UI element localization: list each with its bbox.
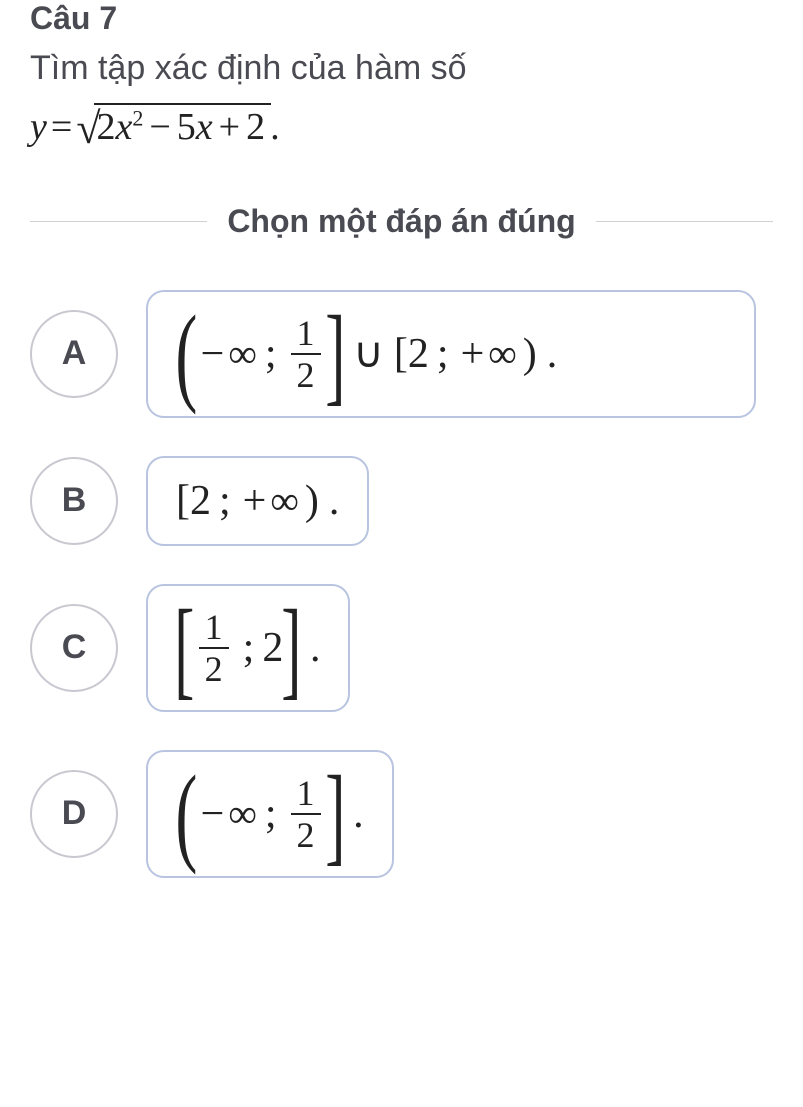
option-c-row: C [ 1 2 ; 2 ] . (30, 584, 773, 712)
period: . (310, 627, 321, 669)
period: . (353, 793, 364, 835)
option-a-row: A ( − ∞ ; 1 2 ] ∪ [ 2 ; + ∞ ) . (30, 290, 773, 418)
formula-period: . (271, 106, 281, 148)
formula-lhs: y (30, 106, 47, 148)
infinity-icon: ∞ (228, 334, 257, 374)
sqrt-radicand: 2x2−5x+2 (94, 103, 271, 149)
instruction-divider: Chọn một đáp án đúng (30, 203, 773, 240)
option-d-row: D ( − ∞ ; 1 2 ] . (30, 750, 773, 878)
frac-den: 2 (291, 353, 321, 393)
rbracket-icon: ] (325, 310, 345, 398)
option-c-math: [ 1 2 ; 2 ] . (176, 604, 320, 692)
period: . (329, 480, 340, 522)
equals-sign: = (51, 106, 72, 148)
infinity-icon: ∞ (228, 794, 257, 834)
rbracket-icon: ] (282, 604, 302, 692)
two: 2 (262, 627, 283, 669)
semicolon: ; (265, 793, 277, 835)
option-b-box[interactable]: [ 2 ; + ∞ ) . (146, 456, 369, 546)
frac-num: 1 (291, 775, 321, 813)
option-d-math: ( − ∞ ; 1 2 ] . (176, 770, 364, 858)
lparen-icon: ( (175, 310, 197, 398)
semicolon2: ; (437, 333, 449, 375)
option-c-box[interactable]: [ 1 2 ; 2 ] . (146, 584, 350, 712)
divider-right (596, 221, 773, 222)
two: 2 (190, 480, 211, 522)
minus-sign: − (149, 106, 170, 148)
rparen-icon: ) (523, 333, 537, 375)
lparen-icon: ( (175, 770, 197, 858)
var-x2: x (196, 106, 213, 148)
lbracket-icon: [ (176, 480, 190, 522)
option-a-math: ( − ∞ ; 1 2 ] ∪ [ 2 ; + ∞ ) . (176, 310, 557, 398)
frac-den: 2 (291, 813, 321, 853)
lbracket-icon: [ (174, 604, 194, 692)
semicolon: ; (243, 627, 255, 669)
option-d-box[interactable]: ( − ∞ ; 1 2 ] . (146, 750, 394, 878)
rparen-icon: ) (305, 480, 319, 522)
exponent: 2 (132, 105, 143, 130)
period: . (547, 333, 558, 375)
coef-a: 2 (96, 106, 115, 148)
rbracket-icon: ] (325, 770, 345, 858)
semicolon: ; (265, 333, 277, 375)
option-d-button[interactable]: D (30, 770, 118, 858)
option-b-math: [ 2 ; + ∞ ) . (176, 480, 339, 522)
frac-num: 1 (199, 609, 229, 647)
lbracket-icon: [ (394, 333, 408, 375)
union-icon: ∪ (353, 333, 384, 375)
frac-den: 2 (199, 647, 229, 687)
frac-num: 1 (291, 315, 321, 353)
sqrt-expression: √2x2−5x+2 (76, 103, 271, 154)
var-x1: x (115, 106, 132, 148)
option-c-button[interactable]: C (30, 604, 118, 692)
question-number: Câu 7 (30, 0, 773, 37)
option-b-row: B [ 2 ; + ∞ ) . (30, 456, 773, 546)
option-b-button[interactable]: B (30, 457, 118, 545)
fraction: 1 2 (291, 315, 321, 393)
two: 2 (408, 333, 429, 375)
infinity-icon2: ∞ (488, 334, 517, 374)
coef-c: 2 (246, 106, 265, 148)
fraction: 1 2 (199, 609, 229, 687)
neg-sign: − (201, 333, 225, 375)
neg-sign: − (201, 793, 225, 835)
question-prompt: Tìm tập xác định của hàm số (30, 45, 773, 93)
semicolon: ; (219, 480, 231, 522)
plus-sign: + (243, 480, 267, 522)
plus-sign: + (219, 106, 240, 148)
divider-left (30, 221, 207, 222)
question-formula: y=√2x2−5x+2. (30, 103, 773, 163)
option-a-button[interactable]: A (30, 310, 118, 398)
coef-b: 5 (177, 106, 196, 148)
instruction-text: Chọn một đáp án đúng (207, 203, 595, 240)
plus-sign: + (461, 333, 485, 375)
infinity-icon: ∞ (270, 481, 299, 521)
fraction: 1 2 (291, 775, 321, 853)
option-a-box[interactable]: ( − ∞ ; 1 2 ] ∪ [ 2 ; + ∞ ) . (146, 290, 756, 418)
